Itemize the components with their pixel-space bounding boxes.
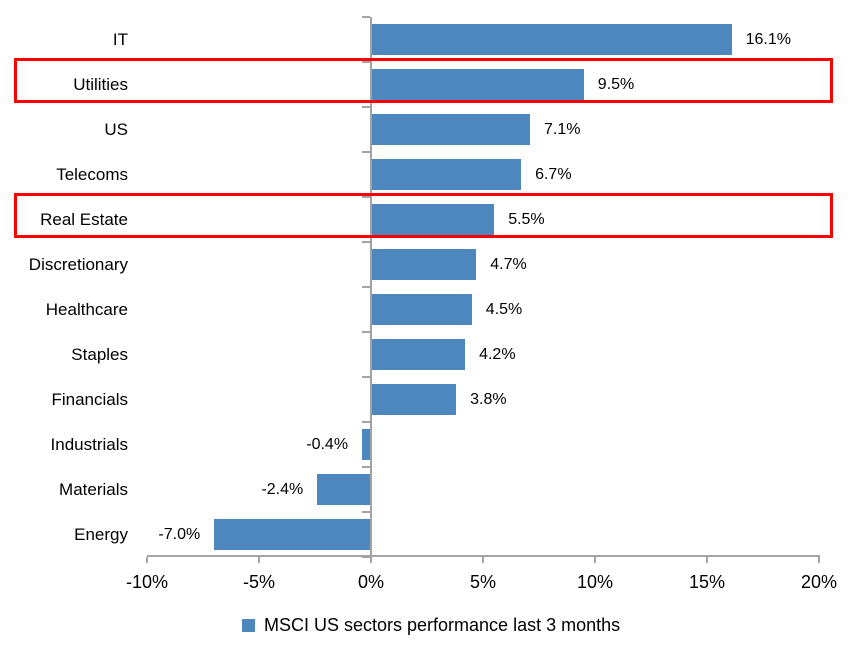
value-axis-tick-label: -5%	[242, 572, 275, 592]
value-axis-tick	[706, 557, 708, 563]
category-label: Financials	[51, 389, 128, 409]
category-axis-tick	[362, 511, 370, 513]
highlight-box-utilities	[14, 58, 833, 103]
data-label: -7.0%	[158, 525, 201, 543]
category-label: Materials	[59, 479, 128, 499]
category-label: Staples	[71, 344, 128, 364]
value-axis-tick	[818, 557, 820, 563]
data-label: 4.5%	[485, 300, 523, 318]
data-label: 7.1%	[544, 120, 581, 138]
category-axis-line	[370, 17, 372, 557]
legend-label: MSCI US sectors performance last 3 month…	[264, 615, 621, 635]
category-axis-tick	[362, 376, 370, 378]
category-axis-tick	[362, 61, 370, 63]
bar	[317, 474, 371, 505]
category-label: Discretionary	[28, 254, 128, 274]
data-label: -2.4%	[261, 480, 304, 498]
highlight-box-real-estate	[14, 193, 833, 238]
category-axis-tick	[362, 151, 370, 153]
bar	[371, 339, 466, 370]
data-label: 9.5%	[597, 75, 635, 93]
bar	[371, 294, 472, 325]
category-axis-tick	[362, 106, 370, 108]
category-axis-tick	[362, 241, 370, 243]
bar	[371, 69, 584, 100]
bar	[371, 384, 457, 415]
value-axis-tick-label: 10%	[576, 572, 614, 592]
category-axis-tick	[362, 466, 370, 468]
data-label: -0.4%	[306, 435, 349, 453]
value-axis-tick-label: 5%	[469, 572, 496, 592]
value-axis-tick-label: 0%	[357, 572, 384, 592]
value-axis-tick	[258, 557, 260, 563]
category-label: US	[104, 119, 128, 139]
category-label: IT	[112, 29, 128, 49]
bar	[371, 159, 522, 190]
category-axis-tick	[362, 286, 370, 288]
category-label: Telecoms	[56, 164, 128, 184]
bar	[371, 24, 732, 55]
data-label: 16.1%	[745, 30, 791, 48]
bar	[362, 429, 371, 460]
bar	[371, 114, 531, 145]
value-axis-tick	[594, 557, 596, 563]
value-axis-tick-label: 15%	[688, 572, 726, 592]
value-axis-line	[147, 555, 820, 557]
category-axis-tick	[362, 196, 370, 198]
category-axis-tick	[362, 331, 370, 333]
data-label: 3.8%	[470, 390, 507, 408]
value-axis-tick-label: -10%	[125, 572, 169, 592]
value-axis-tick-label: 20%	[800, 572, 838, 592]
data-label: 6.7%	[535, 165, 572, 183]
legend-swatch-icon	[242, 618, 255, 632]
value-axis-tick	[482, 557, 484, 563]
category-axis-tick	[362, 16, 370, 18]
category-axis-tick	[362, 556, 370, 558]
value-axis-tick	[146, 557, 148, 563]
category-label: Energy	[74, 524, 128, 544]
category-label: Real Estate	[40, 209, 128, 229]
data-label: 5.5%	[508, 210, 545, 228]
category-label: Utilities	[73, 74, 128, 94]
value-axis-tick	[370, 557, 372, 563]
category-label: Industrials	[50, 434, 128, 454]
bar	[371, 249, 477, 280]
bar	[371, 204, 495, 235]
bar	[214, 519, 371, 550]
legend: MSCI US sectors performance last 3 month…	[242, 612, 620, 638]
data-label: 4.7%	[490, 255, 527, 273]
data-label: 4.2%	[479, 345, 516, 363]
category-label: Healthcare	[45, 299, 128, 319]
category-axis-tick	[362, 421, 370, 423]
